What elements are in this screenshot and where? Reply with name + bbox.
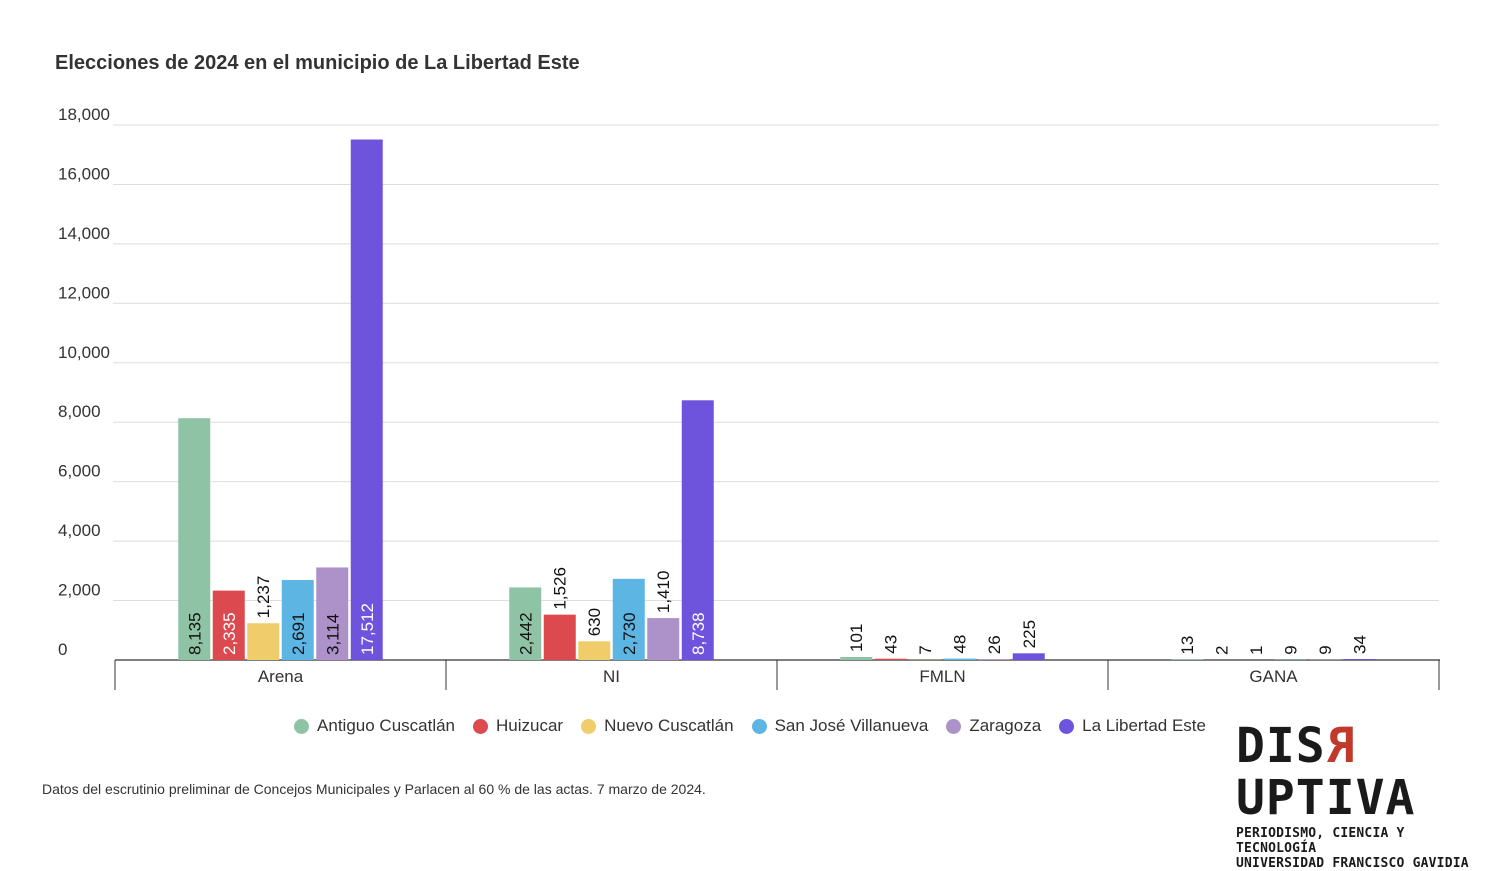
data-label: 1,410 bbox=[654, 571, 673, 614]
bar bbox=[1013, 653, 1045, 660]
bar bbox=[247, 623, 279, 660]
bar bbox=[978, 659, 1010, 660]
logo-tagline: PERIODISMO, CIENCIA Y TECNOLOGÍA bbox=[1236, 826, 1476, 856]
bar bbox=[875, 659, 907, 660]
data-label: 2,442 bbox=[516, 612, 535, 655]
legend-item: La Libertad Este bbox=[1059, 716, 1206, 736]
legend-swatch bbox=[752, 719, 767, 734]
bar bbox=[351, 140, 383, 660]
y-tick-label: 8,000 bbox=[58, 402, 101, 421]
logo-word-post: UPTIVA bbox=[1236, 770, 1415, 826]
data-label: 8,738 bbox=[689, 612, 708, 655]
disruptiva-logo: DISRUPTIVA PERIODISMO, CIENCIA Y TECNOLO… bbox=[1236, 720, 1476, 871]
data-label: 225 bbox=[1020, 620, 1039, 648]
y-tick-label: 18,000 bbox=[58, 105, 110, 124]
data-label: 43 bbox=[882, 635, 901, 654]
bar-chart: 0 2,000 4,000 6,000 8,000 10,000 12,000 14,000 1… bbox=[0, 0, 1500, 700]
legend-swatch bbox=[1059, 719, 1074, 734]
footnote: Datos del escrutinio preliminar de Conce… bbox=[42, 781, 706, 797]
y-tick-label: 6,000 bbox=[58, 462, 101, 481]
data-label: 34 bbox=[1351, 635, 1370, 654]
legend-label: San José Villanueva bbox=[775, 716, 929, 736]
logo-university: UNIVERSIDAD FRANCISCO GAVIDIA bbox=[1236, 856, 1476, 871]
legend-swatch bbox=[294, 719, 309, 734]
legend-item: Antiguo Cuscatlán bbox=[294, 716, 455, 736]
data-label: 3,114 bbox=[323, 614, 342, 655]
data-label: 13 bbox=[1178, 636, 1197, 655]
data-label: 2,730 bbox=[620, 612, 639, 655]
legend-label: Huizucar bbox=[496, 716, 563, 736]
data-label: 1,526 bbox=[551, 567, 570, 610]
data-label: 8,135 bbox=[185, 612, 204, 655]
x-category-label: FMLN bbox=[919, 667, 965, 686]
x-category-label: NI bbox=[603, 667, 620, 686]
data-label: 2,691 bbox=[289, 612, 308, 655]
data-label: 9 bbox=[1282, 645, 1301, 654]
legend-swatch bbox=[581, 719, 596, 734]
y-tick-label: 16,000 bbox=[58, 164, 110, 183]
legend-swatch bbox=[473, 719, 488, 734]
logo-wordmark: DISRUPTIVA bbox=[1236, 720, 1476, 824]
legend-label: Antiguo Cuscatlán bbox=[317, 716, 455, 736]
data-label: 7 bbox=[916, 645, 935, 654]
y-tick-label: 14,000 bbox=[58, 224, 110, 243]
y-tick-label: 2,000 bbox=[58, 581, 101, 600]
x-category-label: Arena bbox=[258, 667, 304, 686]
bar bbox=[578, 641, 610, 660]
y-tick-label: 10,000 bbox=[58, 343, 110, 362]
legend-item: San José Villanueva bbox=[752, 716, 929, 736]
x-category-label: GANA bbox=[1249, 667, 1298, 686]
legend-item: Zaragoza bbox=[946, 716, 1041, 736]
bar bbox=[544, 615, 576, 660]
data-label: 9 bbox=[1316, 645, 1335, 654]
y-tick-label: 4,000 bbox=[58, 521, 101, 540]
legend-item: Nuevo Cuscatlán bbox=[581, 716, 733, 736]
legend-item: Huizucar bbox=[473, 716, 563, 736]
data-label: 26 bbox=[985, 635, 1004, 654]
legend-label: Nuevo Cuscatlán bbox=[604, 716, 733, 736]
bar bbox=[1344, 659, 1376, 660]
legend-label: La Libertad Este bbox=[1082, 716, 1206, 736]
logo-word-pre: DIS bbox=[1236, 718, 1326, 774]
legend-label: Zaragoza bbox=[969, 716, 1041, 736]
data-label: 17,512 bbox=[358, 603, 377, 655]
legend-swatch bbox=[946, 719, 961, 734]
data-label: 1 bbox=[1247, 646, 1266, 655]
bar bbox=[840, 657, 872, 660]
y-tick-label: 12,000 bbox=[58, 283, 110, 302]
data-label: 1,237 bbox=[254, 576, 273, 619]
logo-word-r: R bbox=[1326, 720, 1356, 772]
bar bbox=[647, 618, 679, 660]
data-label: 48 bbox=[951, 635, 970, 654]
data-label: 2,335 bbox=[220, 612, 239, 655]
y-tick-label: 0 bbox=[58, 640, 67, 659]
data-label: 630 bbox=[585, 608, 604, 636]
data-label: 2 bbox=[1213, 645, 1232, 654]
data-label: 101 bbox=[847, 624, 866, 652]
bar bbox=[944, 659, 976, 660]
